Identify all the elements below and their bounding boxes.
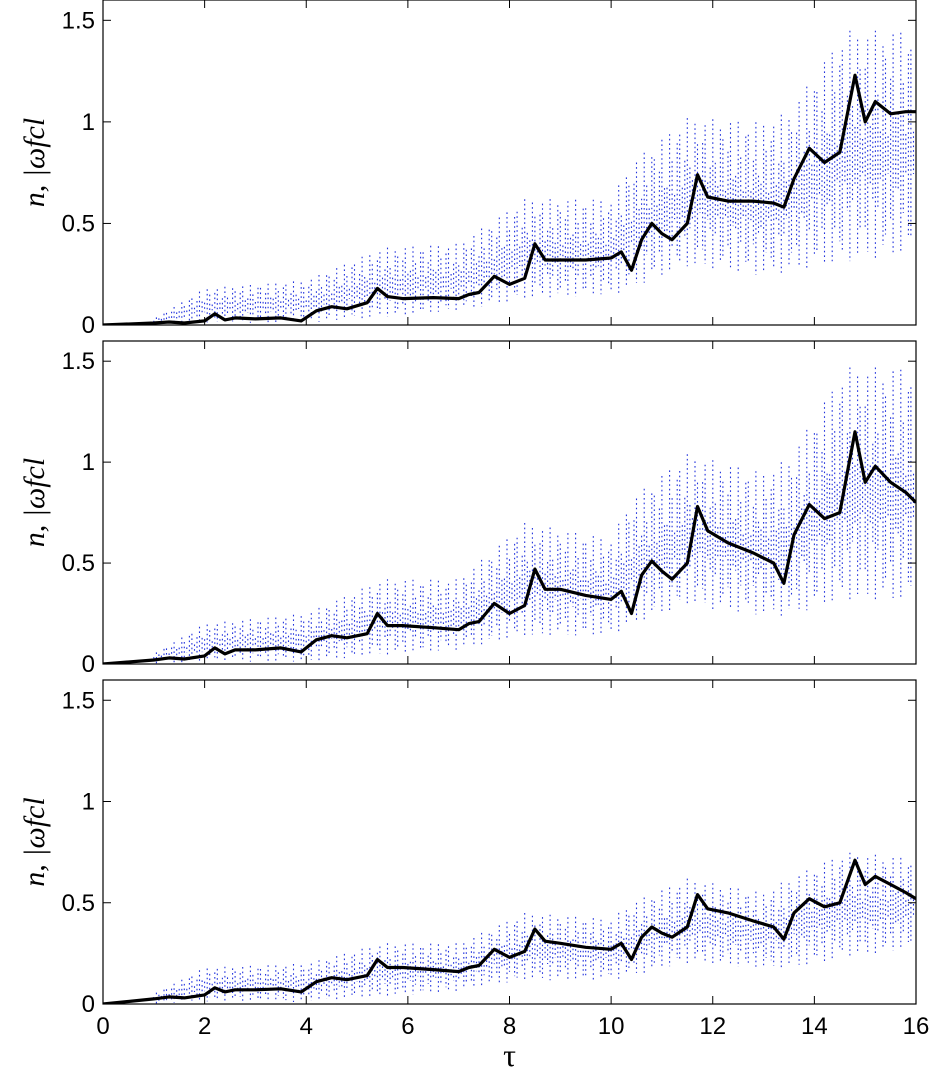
panel-bottom: 0 2 4 6 8 10 12 14 16 0 0.5 1 1.5 n, |ωfcl τ bbox=[18, 679, 930, 1073]
series-average-line bbox=[103, 430, 916, 664]
y-tick-label: 1.5 bbox=[62, 348, 95, 375]
plot-area bbox=[103, 367, 916, 664]
y-axis-label: n, |ωfcl bbox=[18, 458, 51, 547]
y-tick-label: 0 bbox=[82, 991, 95, 1018]
y-tick-label: 0.5 bbox=[62, 890, 95, 917]
series-oscillation bbox=[153, 852, 915, 1004]
x-axis-label: τ bbox=[503, 1037, 516, 1073]
y-tick-label: 0.5 bbox=[62, 210, 95, 237]
y-tick-label: 0.5 bbox=[62, 550, 95, 577]
y-tick-label: 1.5 bbox=[62, 687, 95, 714]
y-axis-label: n, |ωfcl bbox=[18, 797, 51, 886]
x-tick-label: 0 bbox=[96, 1013, 109, 1040]
series-oscillation bbox=[153, 367, 915, 664]
series-oscillation bbox=[153, 30, 915, 325]
series-average-line bbox=[103, 73, 916, 325]
x-tick-label: 14 bbox=[801, 1013, 828, 1040]
plot-area bbox=[103, 30, 916, 325]
y-axis-label: n, |ωfcl bbox=[18, 118, 51, 207]
plot-area bbox=[103, 852, 916, 1004]
x-tick-label: 4 bbox=[300, 1013, 313, 1040]
x-tick-label: 2 bbox=[198, 1013, 211, 1040]
y-tick-label: 1 bbox=[82, 449, 95, 476]
y-tick-label: 0 bbox=[82, 651, 95, 678]
x-tick-label: 12 bbox=[699, 1013, 726, 1040]
y-tick-label: 1.5 bbox=[62, 7, 95, 34]
panel-middle: 0 0.5 1 1.5 n, |ωfcl bbox=[18, 340, 917, 678]
panel-top: 0 0.5 1 1.5 n, |ωfcl bbox=[18, 0, 917, 339]
y-tick-label: 1 bbox=[82, 789, 95, 816]
axes-frame bbox=[102, 679, 917, 1005]
x-tick-label: 10 bbox=[598, 1013, 625, 1040]
x-tick-label: 6 bbox=[401, 1013, 414, 1040]
y-tick-label: 1 bbox=[82, 109, 95, 136]
x-tick-label: 16 bbox=[903, 1013, 930, 1040]
x-tick-label: 8 bbox=[503, 1013, 516, 1040]
series-average-line bbox=[103, 858, 916, 1004]
y-tick-label: 0 bbox=[82, 312, 95, 339]
